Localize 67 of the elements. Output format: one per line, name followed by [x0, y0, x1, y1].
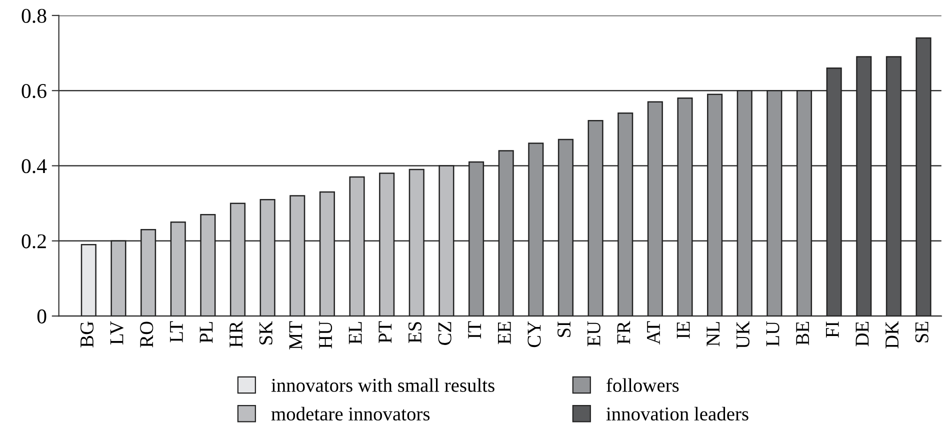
bar — [588, 120, 604, 316]
x-tick-label: CY — [528, 321, 541, 348]
x-tick-label: LV — [110, 321, 124, 344]
x-tick-label: DK — [886, 321, 898, 348]
x-tick-label: IT — [468, 321, 481, 339]
legend-label: modetare innovators — [271, 406, 430, 421]
x-tick-label: RO — [140, 322, 154, 348]
x-tick-label: HR — [230, 320, 242, 348]
x-tick-label: CZ — [438, 322, 452, 345]
bar — [498, 150, 514, 316]
legend-label: innovators with small results — [271, 378, 494, 392]
x-tick-label: BG — [80, 322, 94, 348]
bar — [110, 240, 126, 316]
y-tick-label: 0.4 — [22, 159, 47, 174]
bar — [319, 191, 335, 316]
x-tick-label: DE — [856, 322, 869, 346]
x-tick-label: SE — [915, 322, 928, 342]
bar — [916, 37, 932, 316]
legend-label: followers — [606, 378, 679, 392]
x-tick-label: MT — [289, 321, 302, 350]
bar — [647, 101, 663, 316]
y-tick-label: 0.8 — [22, 8, 46, 23]
bar — [80, 244, 96, 316]
x-tick-label: LT — [170, 321, 183, 342]
x-tick-label: SK — [259, 321, 272, 344]
x-tick-label: BE — [796, 322, 809, 346]
bar — [886, 56, 902, 316]
bar — [438, 165, 454, 316]
bar — [796, 90, 812, 316]
x-tick-label: EL — [348, 322, 362, 344]
x-tick-label: SI — [558, 322, 571, 337]
bar — [200, 214, 216, 316]
bar — [468, 161, 484, 316]
x-tick-label: FR — [617, 320, 630, 344]
bar — [826, 67, 842, 316]
x-tick-label: NL — [706, 322, 720, 346]
bar — [856, 56, 872, 316]
x-tick-label: LU — [766, 321, 780, 346]
legend-label: innovation leaders — [606, 406, 748, 421]
bar — [260, 198, 276, 316]
bar — [408, 168, 424, 316]
x-tick-label: IE — [676, 322, 690, 339]
x-tick-label: HU — [319, 321, 332, 348]
bar — [349, 176, 365, 316]
x-tick-label: EE — [498, 322, 511, 344]
x-tick-label: PT — [378, 321, 392, 344]
bar — [707, 94, 723, 316]
bar — [230, 202, 246, 316]
bar — [140, 228, 156, 316]
bar — [677, 98, 693, 316]
x-tick-label: ES — [408, 322, 422, 344]
y-tick-label: 0.2 — [22, 234, 46, 248]
x-tick-label: PL — [200, 322, 213, 344]
bar — [528, 142, 544, 316]
y-tick-label: 0 — [37, 309, 46, 324]
bar — [379, 172, 395, 316]
bar — [618, 112, 634, 316]
bar — [736, 90, 752, 316]
y-tick-label: 0.6 — [22, 84, 46, 98]
x-tick-label: AT — [647, 321, 660, 344]
x-tick-label: EU — [587, 321, 600, 346]
bar — [290, 195, 306, 316]
bar — [766, 90, 782, 316]
x-tick-label: FI — [826, 322, 839, 338]
x-tick-label: UK — [736, 321, 750, 349]
bar — [170, 221, 186, 316]
bar — [558, 138, 574, 316]
